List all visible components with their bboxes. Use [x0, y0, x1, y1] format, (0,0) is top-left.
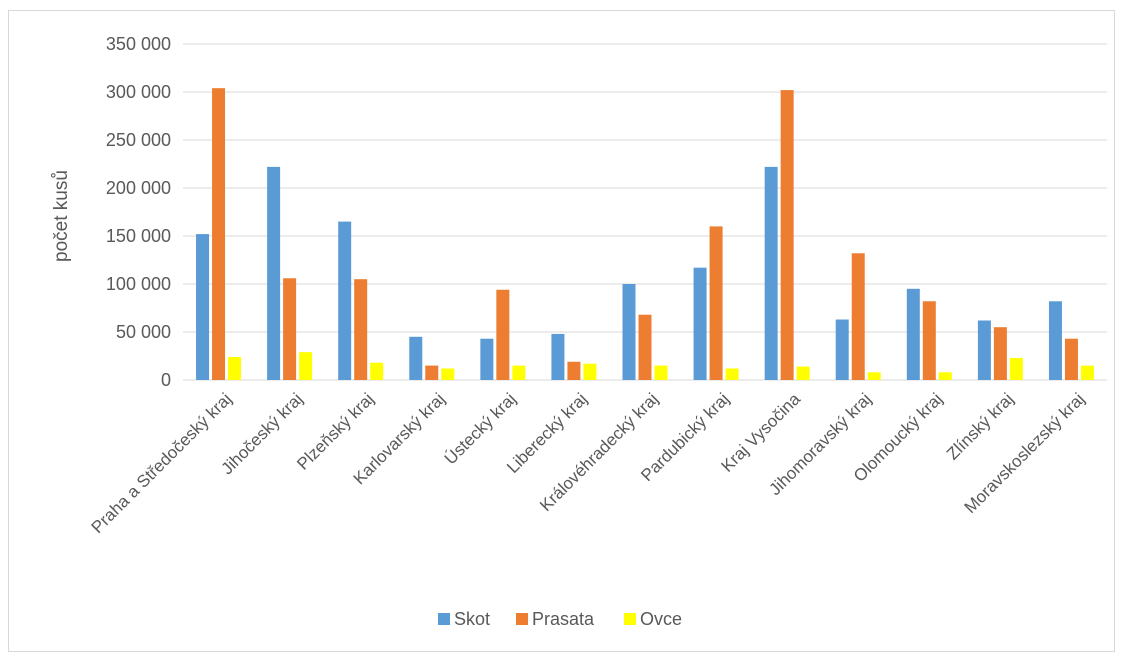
bar-prasata — [993, 327, 1007, 380]
y-tick-label: 150 000 — [106, 226, 171, 246]
gridlines — [183, 43, 1107, 381]
bar-prasata — [496, 289, 510, 380]
x-category-label: Královéhradecký kraj — [536, 389, 662, 515]
x-category-label: Zlínský kraj — [943, 389, 1017, 463]
bar-ovce — [370, 362, 384, 380]
y-tick-label: 200 000 — [106, 178, 171, 198]
bar-ovce — [654, 365, 668, 380]
y-tick-label: 50 000 — [116, 322, 171, 342]
y-axis-label: počet kusů — [51, 170, 72, 262]
legend: Skot Prasata Ovce — [438, 609, 682, 629]
bar-skot — [338, 221, 352, 380]
bar-skot — [409, 336, 423, 380]
y-tick-label: 100 000 — [106, 274, 171, 294]
bar-ovce — [228, 356, 242, 380]
legend-label-skot: Skot — [454, 609, 490, 629]
bar-prasata — [425, 365, 439, 380]
y-tick-label: 0 — [161, 370, 171, 390]
bar-ovce — [441, 368, 455, 380]
bar-prasata — [851, 253, 865, 380]
bar-skot — [480, 338, 494, 380]
bar-skot — [196, 234, 210, 380]
chart-area: 0 50 000 100 000 150 000 200 000 250 000 300 0… — [8, 10, 1115, 652]
bar-ovce — [867, 372, 881, 380]
bar-skot — [622, 284, 636, 380]
bar-ovce — [796, 366, 810, 380]
bar-skot — [906, 288, 920, 380]
y-tick-label: 350 000 — [106, 34, 171, 54]
bar-ovce — [299, 352, 313, 380]
y-axis-ticks: 0 50 000 100 000 150 000 200 000 250 000 300 0… — [106, 34, 171, 390]
y-tick-label: 250 000 — [106, 130, 171, 150]
bar-skot — [764, 166, 778, 380]
bar-prasata — [354, 279, 368, 380]
bar-prasata — [212, 88, 226, 380]
bar-prasata — [709, 226, 723, 380]
bar-ovce — [512, 365, 526, 380]
bar-prasata — [780, 90, 794, 380]
legend-swatch-prasata — [516, 613, 528, 625]
x-category-label: Praha a Středočeský kraj — [88, 389, 236, 537]
bar-prasata — [567, 361, 581, 380]
bar-prasata — [283, 278, 297, 380]
bar-skot — [267, 166, 281, 380]
bar-ovce — [938, 372, 952, 380]
bar-chart: 0 50 000 100 000 150 000 200 000 250 000 300 0… — [51, 34, 1107, 629]
x-category-label: Moravskoslezský kraj — [961, 389, 1089, 517]
bar-skot — [551, 333, 565, 380]
y-tick-label: 300 000 — [106, 82, 171, 102]
bar-ovce — [1009, 357, 1023, 380]
legend-swatch-ovce — [624, 613, 636, 625]
bar-ovce — [583, 363, 597, 380]
bar-prasata — [1064, 338, 1078, 380]
legend-label-ovce: Ovce — [640, 609, 682, 629]
bar-ovce — [1080, 365, 1094, 380]
bar-skot — [977, 320, 991, 380]
bar-skot — [693, 267, 707, 380]
bar-ovce — [725, 368, 739, 380]
bar-skot — [1048, 301, 1062, 380]
legend-swatch-skot — [438, 613, 450, 625]
bar-prasata — [922, 301, 936, 380]
bar-skot — [835, 319, 849, 380]
legend-label-prasata: Prasata — [532, 609, 595, 629]
x-category-label: Ústecký kraj — [441, 389, 520, 468]
bars — [196, 88, 1094, 380]
bar-prasata — [638, 314, 652, 380]
